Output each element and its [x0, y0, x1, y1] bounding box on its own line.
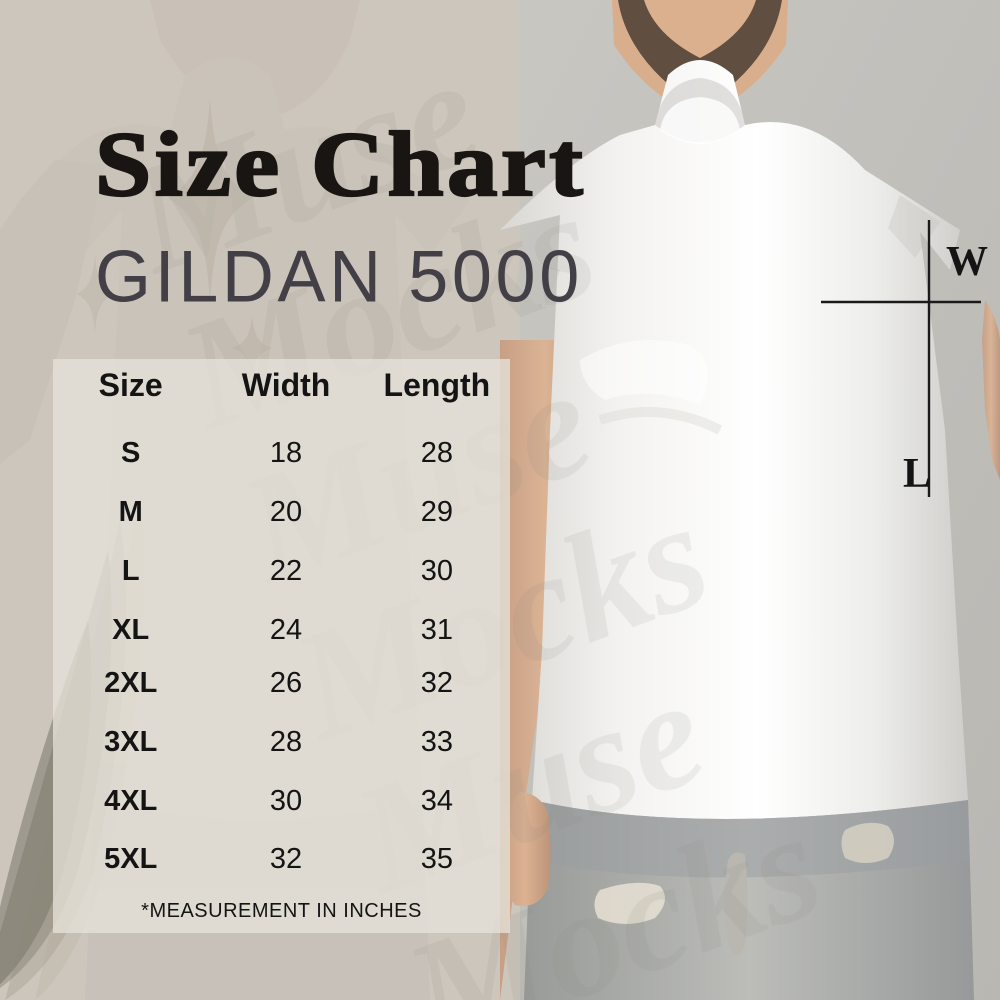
svg-text:W: W: [946, 239, 988, 285]
svg-text:L: L: [903, 451, 931, 497]
